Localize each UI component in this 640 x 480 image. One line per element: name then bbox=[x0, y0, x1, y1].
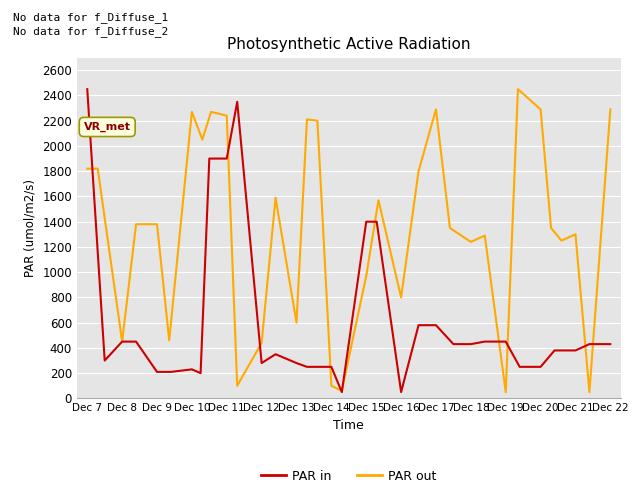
Text: No data for f_Diffuse_1: No data for f_Diffuse_1 bbox=[13, 12, 168, 23]
Y-axis label: PAR (umol/m2/s): PAR (umol/m2/s) bbox=[24, 179, 36, 277]
Legend: PAR in, PAR out: PAR in, PAR out bbox=[256, 465, 442, 480]
X-axis label: Time: Time bbox=[333, 419, 364, 432]
Title: Photosynthetic Active Radiation: Photosynthetic Active Radiation bbox=[227, 37, 470, 52]
Text: VR_met: VR_met bbox=[84, 122, 131, 132]
Text: No data for f_Diffuse_2: No data for f_Diffuse_2 bbox=[13, 26, 168, 37]
